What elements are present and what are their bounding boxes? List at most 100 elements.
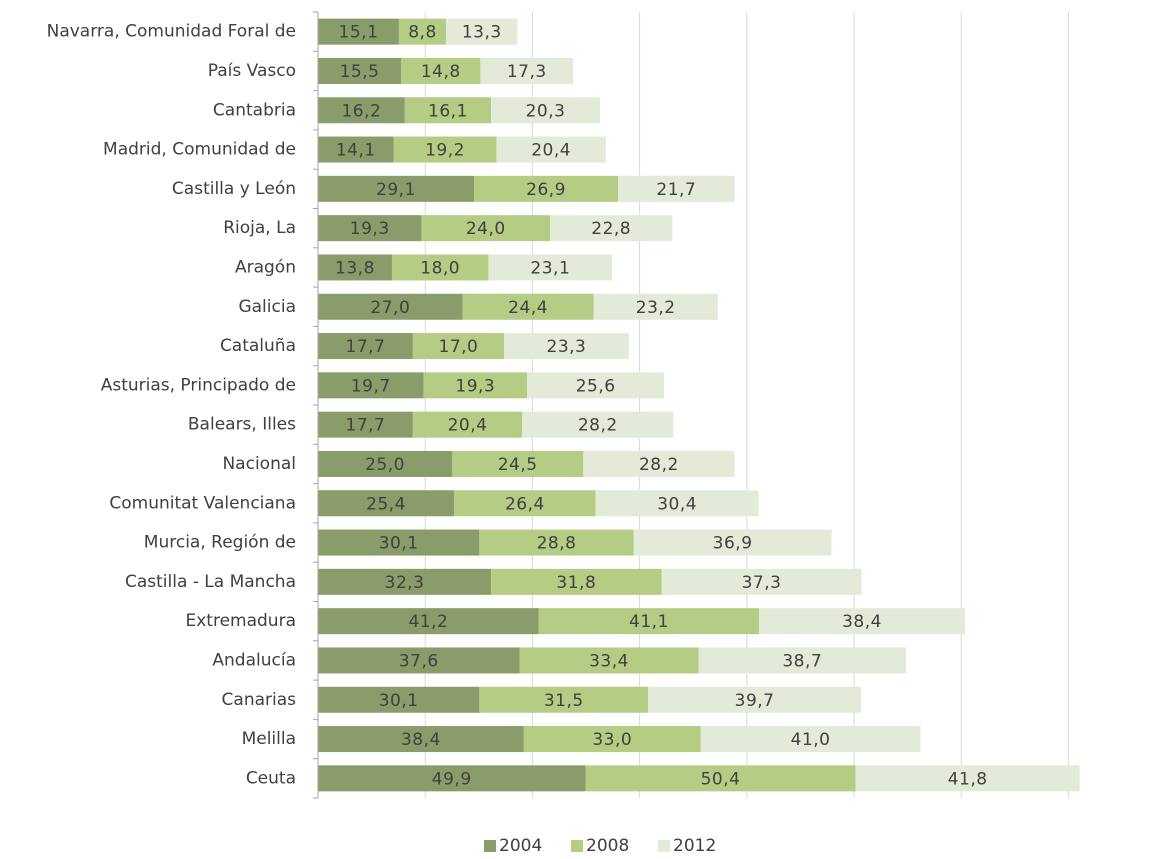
bar-2008 [404,97,492,124]
bar-2008 [423,372,528,399]
legend: 2004 2008 2012 [484,836,716,856]
category-label: Madrid, Comunidad de [103,140,296,160]
data-label-2008: 41,1 [629,612,669,632]
category-axis: Navarra, Comunidad Foral de País Vasco Can… [47,11,319,799]
legend-label-2012: 2012 [673,836,716,856]
bar-2004 [318,765,586,792]
data-label-2012: 23,1 [530,258,570,278]
bar-2008 [412,333,504,360]
legend-label-2008: 2008 [586,836,629,856]
bar-2008 [454,490,596,517]
bar-2008 [585,765,856,792]
bar-2008 [398,18,447,45]
category-label: Melilla [242,729,296,749]
category-label: Comunitat Valenciana [109,493,296,513]
bar-2004 [318,333,413,360]
data-label-2004: 37,6 [399,651,439,671]
data-label-2012: 41,8 [948,769,988,789]
bar-2012 [759,608,965,635]
data-label-2012: 37,3 [742,573,782,593]
data-label-2004: 30,1 [379,534,419,554]
bar-2004 [318,568,492,595]
category-label: País Vasco [208,61,296,81]
data-label-2008: 33,0 [592,730,632,750]
data-label-2012: 39,7 [735,691,775,711]
bar-2008 [479,529,634,556]
data-label-2008: 19,2 [425,141,465,161]
data-label-2004: 19,7 [351,376,391,396]
bar-2008 [473,175,619,202]
data-label-2012: 23,3 [547,337,587,357]
category-label: Canarias [222,690,297,710]
bar-2004 [318,18,399,45]
category-label: Andalucía [212,650,296,670]
data-label-2012: 20,4 [531,141,571,161]
category-label: Navarra, Comunidad Foral de [47,22,296,42]
data-label-2008: 19,3 [455,376,495,396]
bar-2004 [318,136,394,163]
bar-2004 [318,215,422,242]
data-label-2012: 36,9 [713,534,753,554]
bar-2008 [401,57,481,84]
data-label-2012: 28,2 [578,416,618,436]
data-label-2004: 14,1 [336,141,376,161]
category-label: Murcia, Región de [144,533,296,553]
data-label-2004: 41,2 [408,612,448,632]
data-label-2012: 38,4 [842,612,882,632]
data-label-2008: 28,8 [537,534,577,554]
data-label-2008: 17,0 [439,337,479,357]
data-label-2004: 29,1 [376,180,416,200]
data-label-2004: 13,8 [335,258,375,278]
bar-2004 [318,57,402,84]
data-label-2004: 27,0 [370,298,410,318]
data-label-2004: 32,3 [385,573,425,593]
legend-swatch-2008 [571,840,583,852]
data-label-2012: 23,2 [636,298,676,318]
data-label-2008: 24,5 [498,455,538,475]
data-label-2012: 25,6 [576,376,616,396]
bar-2004 [318,608,539,635]
bar-2004 [318,254,392,281]
bar-2008 [491,568,662,595]
category-label: Cantabria [213,100,296,120]
bar-2012 [661,568,862,595]
data-label-2004: 30,1 [379,691,419,711]
bars [318,18,1080,792]
data-label-2008: 31,5 [544,691,584,711]
bar-2012 [583,450,735,477]
bar-2012 [593,293,718,320]
category-label: Rioja, La [223,218,296,238]
bar-2004 [318,529,480,556]
bar-2008 [412,411,523,438]
category-label: Asturias, Principado de [101,375,296,395]
bar-2012 [488,254,613,281]
bar-2008 [519,647,699,674]
bar-2004 [318,293,463,320]
data-label-2012: 22,8 [591,219,631,239]
category-label: Aragón [235,257,296,277]
bar-2012 [480,57,574,84]
bar-2012 [496,136,606,163]
category-label: Cataluña [220,336,296,356]
data-label-2012: 28,2 [639,455,679,475]
data-label-2004: 19,3 [350,219,390,239]
bar-2012 [633,529,832,556]
data-label-2008: 26,4 [505,494,545,514]
bar-2004 [318,726,524,753]
data-label-2012: 17,3 [507,62,547,82]
bar-2008 [393,136,497,163]
bar-2008 [421,215,551,242]
data-label-2012: 41,0 [791,730,831,750]
category-label: Castilla - La Mancha [125,572,296,592]
legend-swatch-2012 [658,840,670,852]
bar-2004 [318,372,424,399]
data-label-2004: 16,2 [341,101,381,121]
data-label-2008: 31,8 [556,573,596,593]
legend-swatch-2004 [484,840,496,852]
bar-2008 [462,293,594,320]
gridlines [424,12,1069,798]
data-label-2008: 24,4 [508,298,548,318]
category-label: Castilla y León [172,179,296,199]
data-label-2012: 30,4 [657,494,697,514]
